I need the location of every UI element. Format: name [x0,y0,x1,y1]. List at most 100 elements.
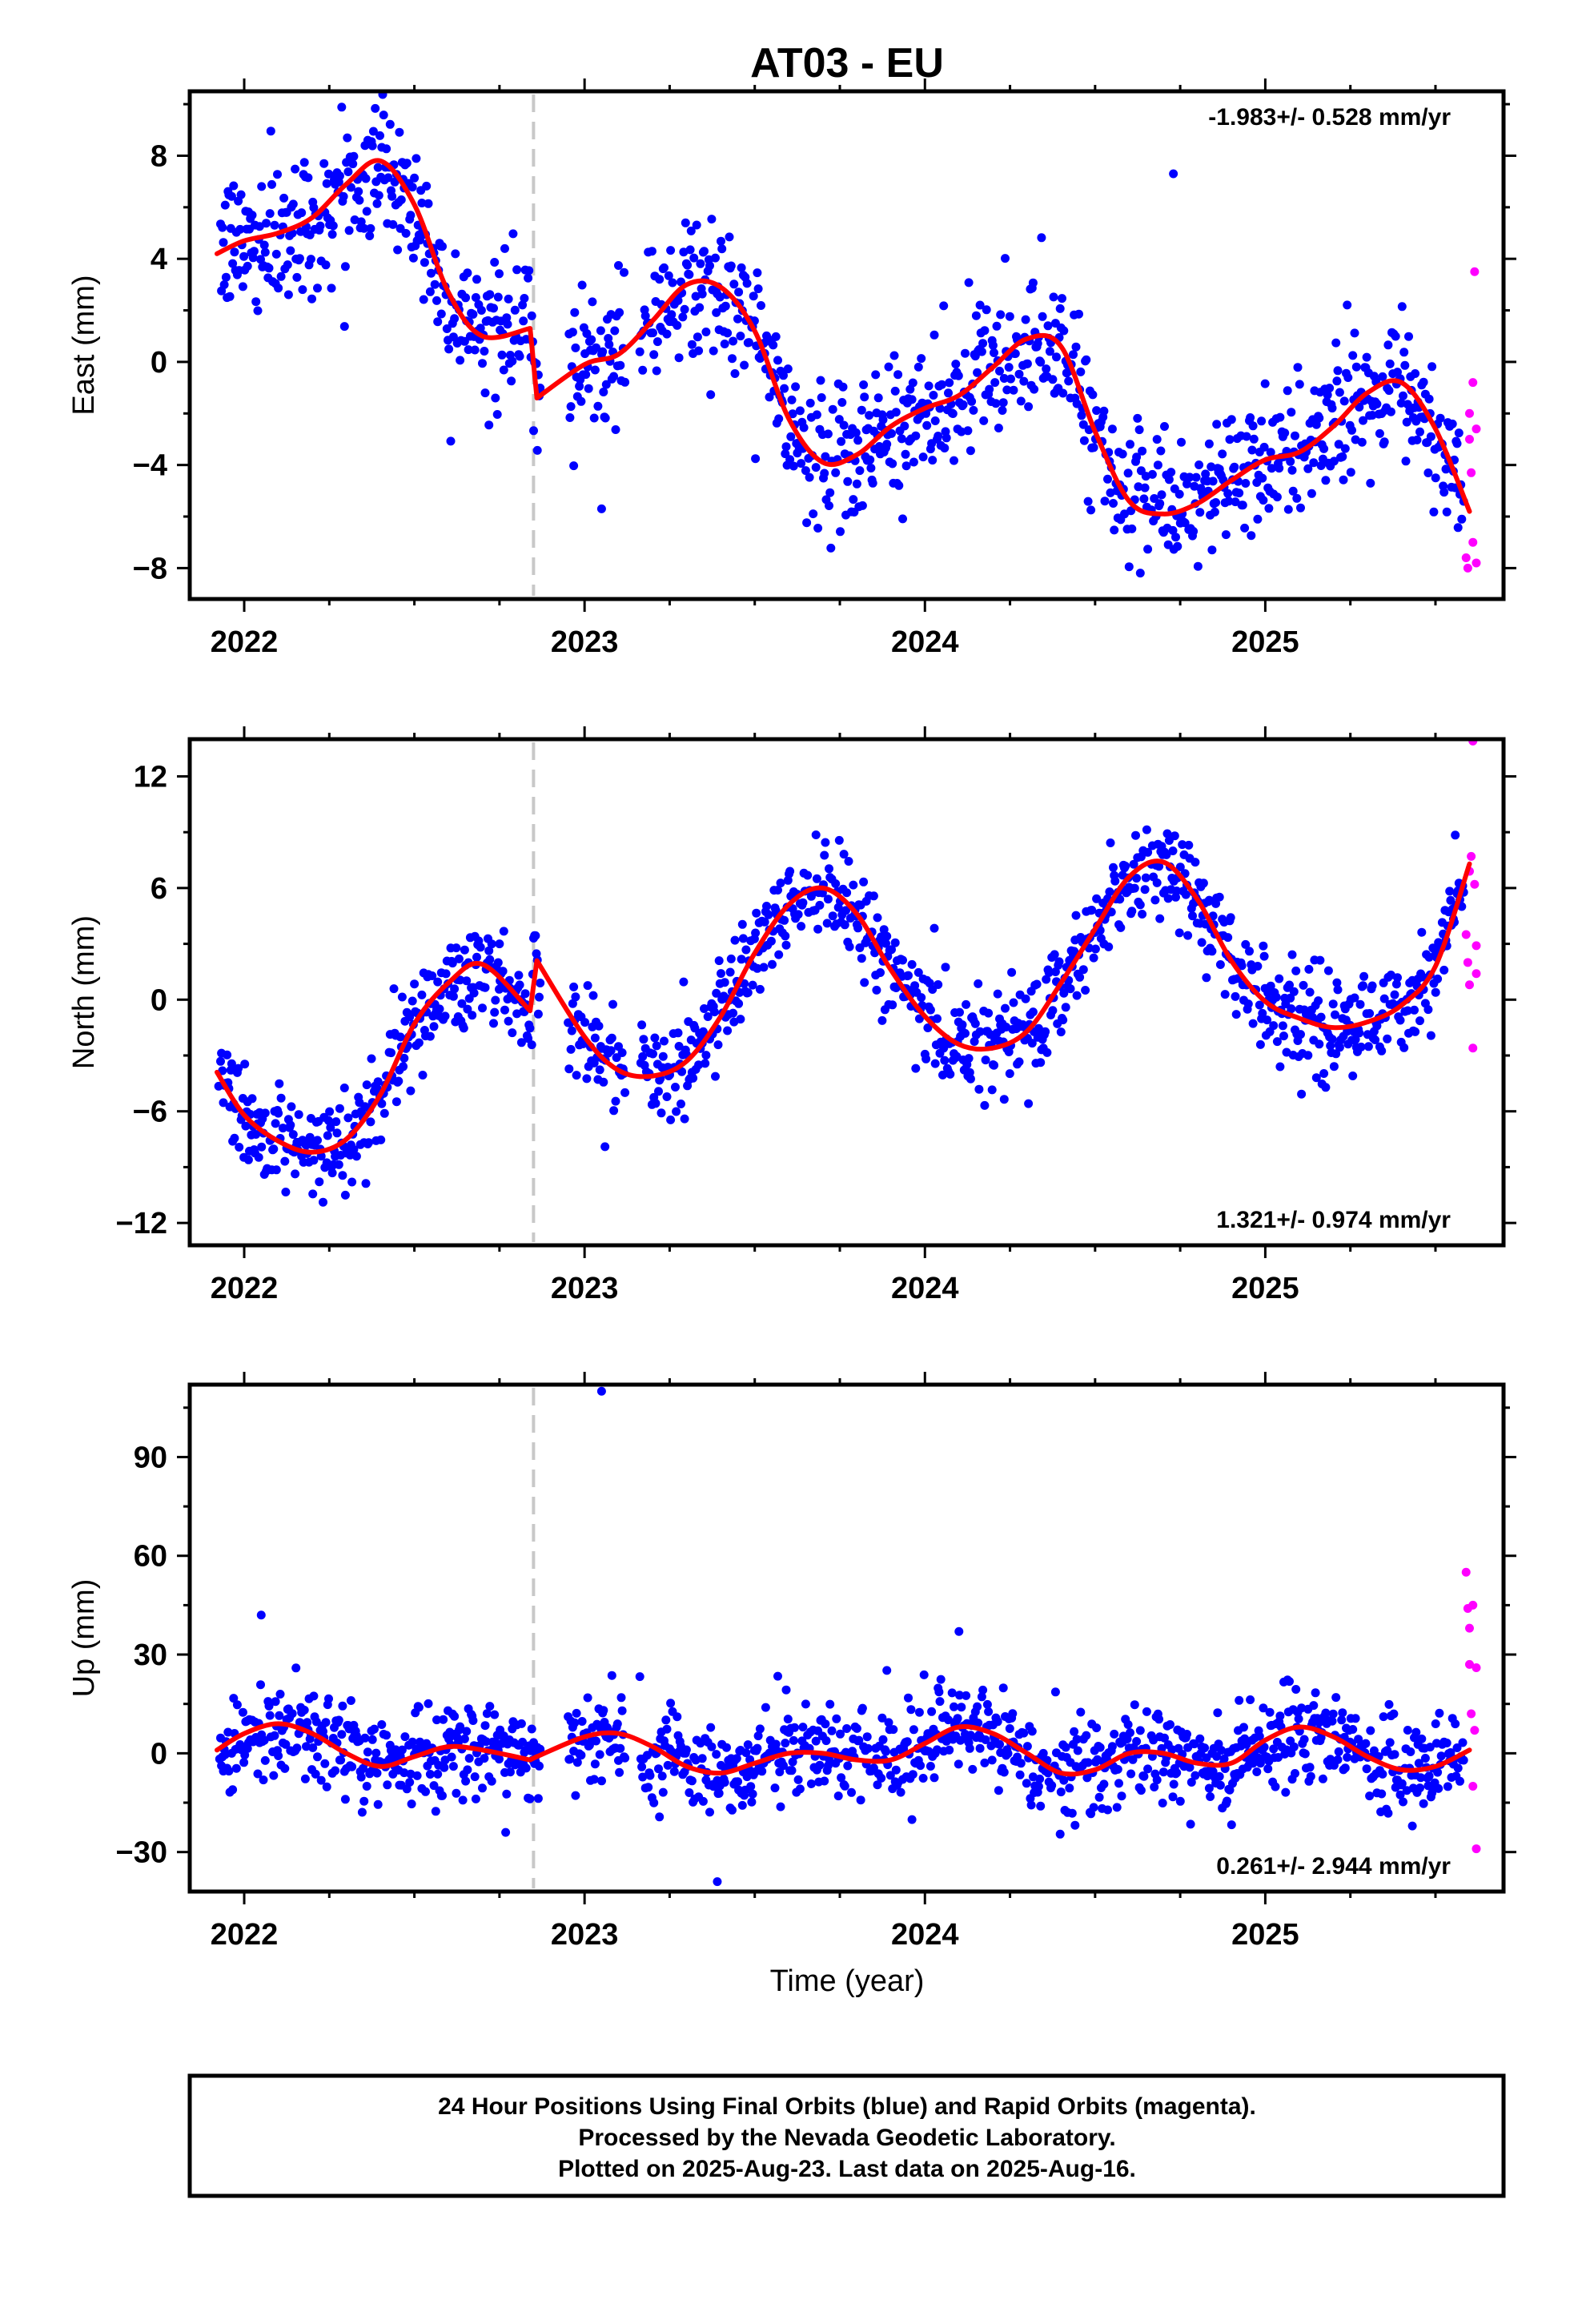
east-position-point [1415,427,1424,436]
up-position-point [1306,1771,1315,1781]
north-position-point [658,1051,668,1061]
east-position-point [788,409,797,419]
east-position-point [476,324,485,333]
east-position-point [917,354,926,364]
east-position-point [951,360,961,369]
east-position-point [695,303,705,312]
up-position-point [1252,1767,1262,1776]
east-position-point [1211,498,1221,507]
up-position-point [407,1799,416,1809]
east-position-point [1435,413,1445,423]
up-position-point [980,1758,990,1767]
east-position-point [652,337,662,347]
north-position-point [823,895,833,904]
north-position-point [877,1015,887,1025]
north-position-point [1109,862,1118,872]
up-position-point [737,1800,747,1810]
east-position-point [907,395,917,404]
east-position-point [1264,504,1274,513]
up-position-point [753,1743,762,1753]
north-position-point [1197,938,1207,947]
east-position-point [611,425,620,434]
up-position-point [842,1724,852,1733]
up-position-point [599,1706,608,1715]
north-position-point [766,936,776,946]
up-position-point [1095,1743,1105,1752]
east-position-point [900,421,909,431]
east-position-point [1161,613,1170,622]
east-position-point [599,388,608,396]
up-position-point [974,1719,983,1727]
east-position-point [1319,444,1329,453]
up-position-point [806,1779,816,1788]
model-fit-segment [215,960,533,1155]
north-position-point [583,981,592,991]
north-position-point [376,1135,386,1144]
north-position-point [1181,890,1191,899]
north-position-point [999,1095,1009,1104]
east-position-point [834,415,844,424]
up-position-point [873,1780,882,1790]
up-position-point [280,1763,290,1773]
up-rapid-point [1472,1844,1481,1854]
north-position-point [1321,1083,1331,1092]
north-position-point [478,1003,487,1013]
north-position-point [525,1023,535,1033]
north-position-point [660,1036,669,1046]
north-position-point [879,925,889,935]
north-position-point [738,934,748,943]
north-position-point [1078,965,1088,975]
north-position-point [582,1074,592,1084]
up-position-point [571,1791,580,1800]
north-position-point [815,900,825,910]
north-position-point [907,959,917,969]
east-position-point [495,269,504,279]
east-position-point [519,316,528,326]
east-position-point [958,400,968,409]
east-position-point [1083,497,1093,506]
up-position-point [1135,1726,1145,1735]
y-tick-label: −12 [116,1207,167,1240]
up-position-point [957,1703,966,1712]
east-position-point [811,463,821,472]
north-position-point [609,1106,619,1116]
up-position-point [1130,1700,1139,1710]
east-position-point [446,436,456,446]
north-position-point [275,1079,284,1088]
up-position-point [458,1795,468,1805]
east-position-point [901,449,910,459]
east-position-point [805,472,814,482]
east-position-point [243,261,252,271]
north-position-point [527,1040,536,1050]
north-rapid-point [1464,980,1474,990]
east-position-point [349,151,359,161]
velocity-label: 1.321+/- 0.974 mm/yr [1216,1207,1451,1233]
east-position-point [859,380,869,389]
north-position-point [1296,1030,1305,1039]
north-position-point [499,927,508,936]
x-tick-label: 2022 [211,1272,279,1305]
up-position-point [1055,1829,1065,1839]
east-position-point [1331,338,1341,348]
north-position-point [679,977,689,987]
up-position-point [1333,1755,1343,1764]
up-position-point [644,1783,653,1792]
east-position-point [375,131,384,140]
north-position-point [463,1004,472,1014]
east-position-point [838,382,848,392]
east-position-point [820,468,829,478]
east-position-point [1447,419,1457,428]
footer-line-2: Processed by the Nevada Geodetic Laborat… [578,2125,1115,2151]
north-position-point [700,1004,709,1013]
east-position-point [930,416,940,425]
east-position-point [683,260,693,270]
up-position-point [755,1724,765,1734]
north-position-point [1248,1019,1258,1028]
up-position-point [1019,1728,1029,1738]
up-position-point [827,1726,837,1735]
final-orbit-points [215,1386,1468,1887]
north-position-point [1226,913,1235,923]
up-position-point [334,1715,343,1725]
north-position-point [671,1083,680,1092]
east-position-point [383,173,393,183]
